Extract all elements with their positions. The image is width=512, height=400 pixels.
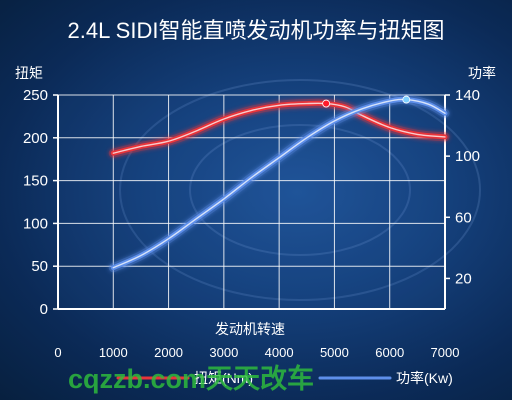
y-left-tick-label-0: 0 xyxy=(40,301,48,318)
series-layer xyxy=(108,94,450,273)
series-peak-marker-1 xyxy=(402,95,411,104)
series-peak-marker-0 xyxy=(322,99,331,108)
plot-area xyxy=(58,95,445,309)
x-tick-label-2000: 2000 xyxy=(154,345,183,360)
y-left-tick-label-150: 150 xyxy=(23,173,48,190)
x-tick-label-4000: 4000 xyxy=(265,345,294,360)
y-left-tick-label-200: 200 xyxy=(23,130,48,147)
x-tick-label-6000: 6000 xyxy=(375,345,404,360)
y-left-axis-title: 扭矩 xyxy=(15,65,43,81)
legend-label-0: 扭矩(Nm) xyxy=(194,370,253,386)
y-right-axis-title: 功率 xyxy=(468,65,496,81)
y-right-tick-label-140: 140 xyxy=(455,87,480,104)
y-left-tick-label-250: 250 xyxy=(23,87,48,104)
x-tick-label-3000: 3000 xyxy=(209,345,238,360)
x-tick-label-1000: 1000 xyxy=(99,345,128,360)
axes: 0 50 100 150 200 250 20 60 100 140 0 1000 2000 3000 40… xyxy=(23,87,480,360)
y-right-tick-label-60: 60 xyxy=(455,209,472,226)
legend: 扭矩(Nm) 功率(Kw) xyxy=(115,370,453,386)
y-left-tick-label-50: 50 xyxy=(31,258,48,275)
x-axis-title: 发动机转速 xyxy=(215,321,285,337)
y-right-tick-label-100: 100 xyxy=(455,148,480,165)
series-line-highlight-0 xyxy=(112,102,446,154)
x-tick-label-5000: 5000 xyxy=(320,345,349,360)
watermark-text: cqzzb.com天天改车 xyxy=(68,363,314,394)
background-decor xyxy=(119,79,481,301)
y-left-tick-label-100: 100 xyxy=(23,215,48,232)
x-tick-label-7000: 7000 xyxy=(431,345,460,360)
x-tick-label-0: 0 xyxy=(54,345,61,360)
y-right-tick-label-20: 20 xyxy=(455,270,472,287)
legend-label-1: 功率(Kw) xyxy=(396,370,453,386)
chart-title: 2.4L SIDI智能直喷发动机功率与扭矩图 xyxy=(68,18,445,43)
